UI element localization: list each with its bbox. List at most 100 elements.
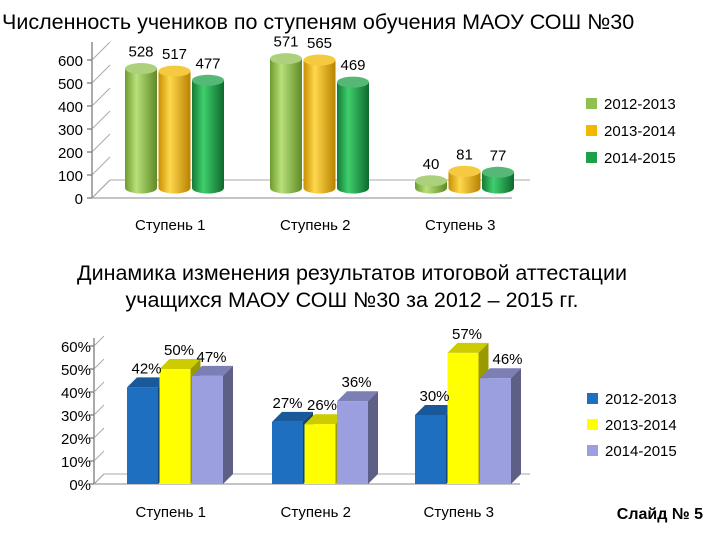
chart2-bar-top [480, 368, 521, 379]
chart1-bar-top [337, 76, 369, 88]
chart1-data-label: 565 [307, 35, 332, 52]
chart1-y-tick-label: 200 [58, 145, 83, 162]
chart1-data-label: 571 [273, 34, 298, 51]
chart2-bar-front [192, 375, 223, 484]
chart2-bar-front [272, 421, 303, 484]
chart1-data-label: 77 [490, 147, 507, 164]
chart1-y-tick-depth [91, 156, 111, 176]
chart2-y-tick-label: 20% [61, 431, 91, 448]
chart1-y-tick-depth [91, 179, 111, 199]
chart2-y-tick-depth [93, 381, 105, 393]
chart1-category-label: Ступень 3 [425, 217, 495, 234]
chart2-data-label: 30% [419, 388, 449, 405]
chart2-title-line-2: учащихся МАОУ СОШ №30 за 2012 – 2015 гг. [126, 288, 579, 312]
chart1-data-label: 517 [162, 46, 187, 63]
chart2-y-tick-depth [93, 473, 105, 485]
chart1-bar-top [482, 166, 514, 178]
chart2-bar-side [223, 365, 233, 484]
chart1-bar [270, 53, 302, 194]
chart1-data-label: 528 [128, 44, 153, 61]
chart2-data-label: 27% [272, 395, 302, 412]
chart1-legend-swatch [586, 125, 597, 136]
chart1-legend-label: 2014-2015 [604, 150, 676, 167]
chart1-data-label: 477 [195, 55, 220, 72]
chart2-category-label: Ступень 3 [424, 504, 494, 521]
chart2-bar-top [337, 391, 378, 402]
slide-number: Слайд № 5 [617, 506, 703, 523]
chart1-title: Численность учеников по ступеням обучени… [2, 10, 634, 34]
chart1-bar [125, 63, 157, 194]
chart2-y-tick-label: 50% [61, 362, 91, 379]
chart1-bar [192, 74, 224, 194]
chart1-bars [125, 53, 514, 194]
chart2-bar-front [447, 352, 479, 484]
chart2-legend-label: 2014-2015 [605, 443, 677, 460]
chart2-legend-label: 2012-2013 [605, 391, 677, 408]
chart1-bar-top [192, 74, 224, 86]
chart2-y-tick-depth [93, 450, 105, 462]
chart2-legend-swatch [587, 445, 598, 456]
chart2-bar-front [337, 401, 368, 484]
chart1-y-tick-label: 500 [58, 76, 83, 93]
chart1-category-label: Ступень 2 [280, 217, 350, 234]
chart2-bar [447, 342, 489, 484]
chart2-bar-side [511, 368, 521, 484]
chart2-legend: 2012-2013 2013-2014 2014-2015 [587, 391, 677, 460]
chart1-data-label: 469 [340, 57, 365, 74]
chart1-bar-top [415, 175, 447, 187]
chart2-y-tick-label: 40% [61, 385, 91, 402]
chart1-y-tick-depth [91, 87, 111, 107]
chart2-legend-swatch [587, 419, 598, 430]
chart1-bar-body [192, 80, 224, 194]
chart2-data-label: 46% [492, 351, 522, 368]
chart2-bar-top [159, 359, 201, 369]
chart1-y-tick-depth [91, 133, 111, 153]
chart1-y-tick-depth [91, 110, 111, 130]
chart1-bar-top [270, 53, 302, 65]
chart1-legend-label: 2013-2014 [604, 123, 676, 140]
chart1-bar-body [337, 82, 369, 194]
chart1-y-tick-label: 100 [58, 168, 83, 185]
chart1-bar-body [270, 58, 302, 194]
chart1-bar-body [125, 68, 157, 194]
chart2-category-label: Ступень 2 [281, 504, 351, 521]
chart1-legend: 2012-2013 2013-2014 2014-2015 [586, 96, 676, 167]
chart2-y-tick-label: 0% [69, 477, 91, 494]
chart1-bar [482, 166, 514, 194]
chart1-bar-body [482, 172, 514, 194]
chart1-axes: 0 100 200 300 400 500 600 [58, 41, 530, 208]
chart2-bar-top [192, 365, 233, 376]
chart1-legend-swatch [586, 98, 597, 109]
chart2-title-line-1: Динамика изменения результатов итоговой … [77, 261, 627, 285]
chart1-bar-top [448, 165, 481, 177]
chart2-bar-front [480, 378, 511, 484]
chart2-bar-front [159, 369, 191, 484]
chart2-bar [480, 368, 521, 484]
chart2-data-label: 26% [307, 397, 337, 414]
chart1-legend-label: 2012-2013 [604, 96, 676, 113]
chart2-data-label: 57% [452, 326, 482, 343]
chart2-y-tick-depth [93, 358, 105, 370]
chart1-bar-top [158, 65, 191, 77]
chart2-bar [337, 391, 378, 484]
chart1-bar-top [125, 63, 157, 75]
chart2-bar-top [415, 405, 456, 415]
chart2-category-label: Ступень 1 [136, 504, 206, 521]
chart1-data-label: 40 [423, 156, 440, 173]
chart1-bar [415, 175, 447, 194]
chart1-bar [448, 165, 481, 194]
chart2-y-tick-depth [93, 427, 105, 439]
chart1-bar-body [448, 171, 481, 194]
chart2-bar-side [368, 391, 378, 484]
chart2-bar-top [127, 377, 168, 388]
chart2-y-tick-label: 60% [61, 339, 91, 356]
chart-students-count: Численность учеников по ступеням обучени… [2, 10, 676, 234]
chart1-legend-swatch [586, 152, 597, 163]
chart2-data-label: 36% [341, 374, 371, 391]
chart2-bar-top [272, 411, 313, 422]
chart1-y-tick-depth [91, 64, 111, 84]
chart1-data-label: 81 [456, 146, 473, 163]
chart2-bar-top [304, 414, 346, 425]
chart1-y-tick-label: 0 [75, 191, 83, 208]
